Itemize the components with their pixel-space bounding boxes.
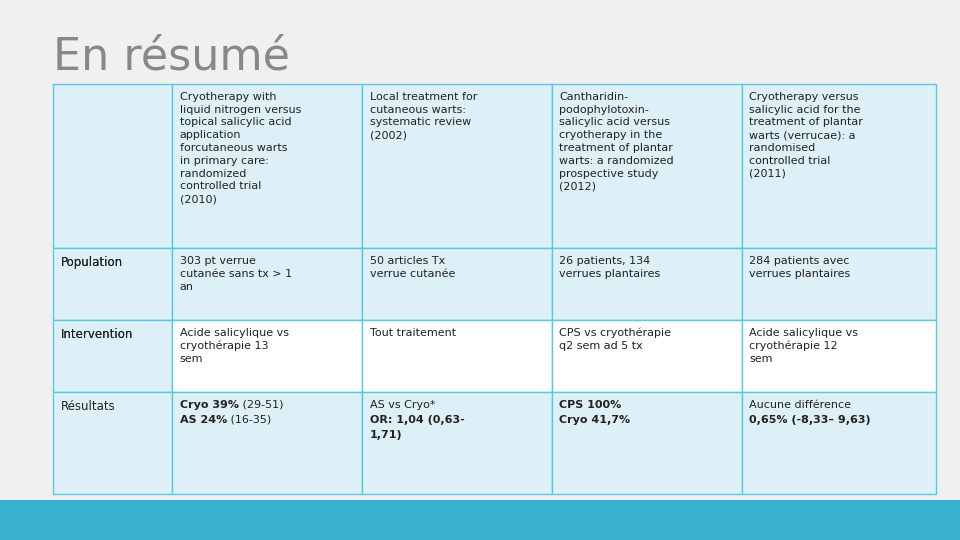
Text: CPS 100%: CPS 100% xyxy=(560,400,622,410)
Bar xyxy=(552,84,742,248)
Text: Cantharidin-
podophylotoxin-
salicylic acid versus
cryotherapy in the
treatment : Cantharidin- podophylotoxin- salicylic a… xyxy=(560,92,674,191)
Text: Cryo 41,7%: Cryo 41,7% xyxy=(560,415,631,424)
Bar xyxy=(362,320,552,392)
Text: 0,65% (-8,33– 9,63): 0,65% (-8,33– 9,63) xyxy=(750,415,871,424)
Bar xyxy=(362,392,552,494)
Bar xyxy=(53,248,172,320)
Text: 1,71): 1,71) xyxy=(370,430,402,440)
Text: Aucune différence: Aucune différence xyxy=(750,400,852,410)
Bar xyxy=(53,84,172,248)
Bar xyxy=(172,392,362,494)
Text: 50 articles Tx
verrue cutanée: 50 articles Tx verrue cutanée xyxy=(370,256,455,279)
Bar xyxy=(742,320,936,392)
Bar xyxy=(53,320,172,392)
Bar xyxy=(552,320,742,392)
Text: 26 patients, 134
verrues plantaires: 26 patients, 134 verrues plantaires xyxy=(560,256,660,279)
Bar xyxy=(362,84,552,248)
Text: Population: Population xyxy=(60,256,123,269)
Text: Intervention: Intervention xyxy=(60,328,132,341)
Text: AS vs Cryo*: AS vs Cryo* xyxy=(370,400,435,410)
Text: 284 patients avec
verrues plantaires: 284 patients avec verrues plantaires xyxy=(750,256,851,279)
Bar xyxy=(172,320,362,392)
Text: AS 24%: AS 24% xyxy=(180,415,227,424)
Text: (16-35): (16-35) xyxy=(227,415,272,424)
Text: Tout traitement: Tout traitement xyxy=(370,328,456,338)
Text: Cryotherapy with
liquid nitrogen versus
topical salicylic acid
application
forcu: Cryotherapy with liquid nitrogen versus … xyxy=(180,92,301,204)
Bar xyxy=(172,84,362,248)
Bar xyxy=(742,248,936,320)
Text: (29-51): (29-51) xyxy=(239,400,283,410)
Text: Acide salicylique vs
cryothérapie 13
sem: Acide salicylique vs cryothérapie 13 sem xyxy=(180,328,289,364)
Text: OR: 1,04 (0,63-: OR: 1,04 (0,63- xyxy=(370,415,465,424)
Text: En résumé: En résumé xyxy=(53,35,290,78)
Text: CPS vs cryothérapie
q2 sem ad 5 tx: CPS vs cryothérapie q2 sem ad 5 tx xyxy=(560,328,671,351)
Bar xyxy=(742,392,936,494)
Bar xyxy=(742,84,936,248)
Bar xyxy=(362,248,552,320)
Text: Local treatment for
cutaneous warts:
systematic review
(2002): Local treatment for cutaneous warts: sys… xyxy=(370,92,477,140)
Bar xyxy=(53,392,172,494)
Text: Résultats: Résultats xyxy=(60,400,115,413)
Text: 303 pt verrue
cutanée sans tx > 1
an: 303 pt verrue cutanée sans tx > 1 an xyxy=(180,256,292,292)
Text: Cryo 39%: Cryo 39% xyxy=(180,400,239,410)
Bar xyxy=(172,248,362,320)
Text: Intervention: Intervention xyxy=(60,328,132,341)
Bar xyxy=(0,500,960,540)
Bar xyxy=(552,392,742,494)
Text: Acide salicylique vs
cryothérapie 12
sem: Acide salicylique vs cryothérapie 12 sem xyxy=(750,328,858,364)
Text: Cryotherapy versus
salicylic acid for the
treatment of plantar
warts (verrucae):: Cryotherapy versus salicylic acid for th… xyxy=(750,92,863,179)
Text: Population: Population xyxy=(60,256,123,269)
Bar xyxy=(552,248,742,320)
